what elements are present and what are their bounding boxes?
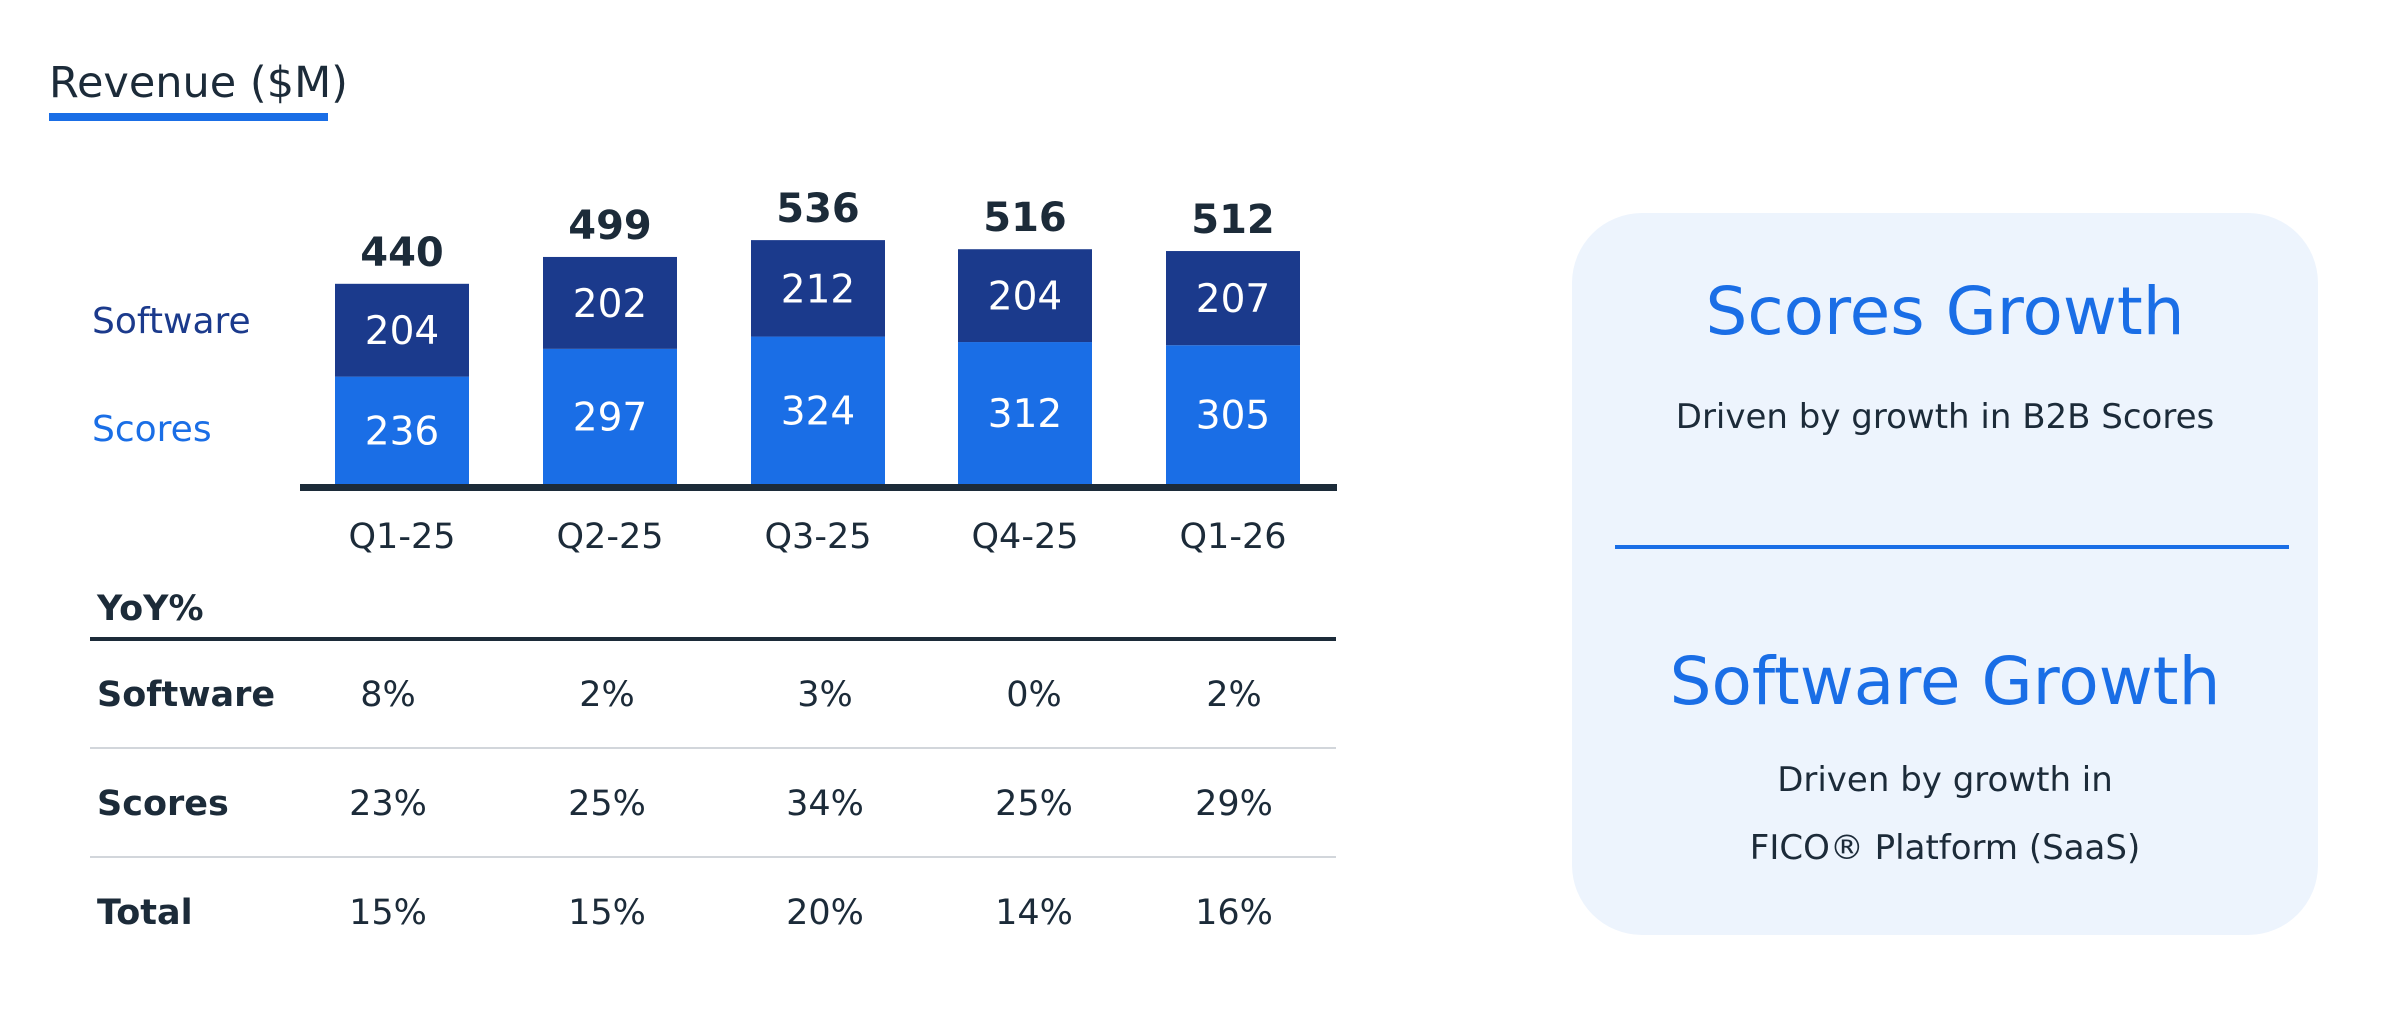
scores-growth-heading: Scores Growth (1705, 273, 2185, 350)
yoy-cell: 15% (568, 893, 646, 933)
bar-segment-software (335, 283, 469, 377)
yoy-cell: 8% (360, 675, 416, 715)
bar-segment-software (751, 240, 885, 337)
title-underline (49, 113, 328, 121)
total-value-label: 499 (568, 203, 652, 249)
x-axis-baseline (300, 484, 1337, 491)
yoy-row-divider (90, 747, 1336, 749)
segment-value-label: 204 (365, 309, 439, 354)
segment-value-label: 324 (781, 389, 855, 434)
total-value-label: 440 (360, 230, 444, 276)
yoy-row-label: Total (97, 893, 193, 933)
yoy-cell: 2% (1206, 675, 1262, 715)
yoy-cell: 29% (1195, 784, 1273, 824)
legend-scores: Scores (92, 409, 212, 450)
yoy-cell: 34% (786, 784, 864, 824)
yoy-row-label: Scores (97, 784, 229, 824)
bar-segment-scores (335, 376, 469, 484)
x-tick-label: Q2-25 (557, 517, 664, 557)
yoy-cell: 16% (1195, 893, 1273, 933)
yoy-header-rule (90, 637, 1336, 641)
segment-value-label: 297 (573, 395, 647, 440)
software-growth-text-line2: FICO® Platform (SaaS) (1749, 828, 2141, 868)
segment-value-label: 202 (573, 282, 647, 327)
yoy-cell: 0% (1006, 675, 1062, 715)
x-tick-label: Q1-26 (1180, 517, 1287, 557)
yoy-cell: 15% (349, 893, 427, 933)
panel-divider (1615, 545, 2289, 549)
total-value-label: 536 (776, 186, 860, 232)
yoy-header: YoY% (97, 589, 204, 629)
yoy-cell: 25% (995, 784, 1073, 824)
segment-value-label: 207 (1196, 277, 1270, 322)
segment-value-label: 212 (781, 267, 855, 312)
software-growth-heading: Software Growth (1669, 643, 2221, 720)
bar-segment-scores (958, 342, 1092, 484)
yoy-row: Software 8% 2% 3% 0% 2% (90, 641, 1336, 749)
scores-growth-text: Driven by growth in B2B Scores (1675, 397, 2215, 437)
bar-segment-scores (543, 348, 677, 484)
bar-segment-scores (751, 336, 885, 484)
yoy-cell: 25% (568, 784, 646, 824)
x-tick-label: Q3-25 (765, 517, 872, 557)
bar-segment-software (1166, 251, 1300, 346)
yoy-row: Total 15% 15% 20% 14% 16% (90, 859, 1336, 967)
yoy-cell: 23% (349, 784, 427, 824)
x-tick-label: Q1-25 (349, 517, 456, 557)
bar-segment-software (958, 249, 1092, 343)
yoy-row-divider (90, 856, 1336, 858)
legend-software: Software (92, 301, 251, 342)
segment-value-label: 236 (365, 409, 439, 454)
total-value-label: 512 (1191, 197, 1275, 243)
yoy-cell: 14% (995, 893, 1073, 933)
x-tick-label: Q4-25 (972, 517, 1079, 557)
yoy-cell: 3% (797, 675, 853, 715)
segment-value-label: 312 (988, 392, 1062, 437)
total-value-label: 516 (983, 195, 1067, 241)
yoy-row-label: Software (97, 675, 276, 715)
software-growth-text-line1: Driven by growth in (1777, 760, 2113, 800)
yoy-cell: 2% (579, 675, 635, 715)
bar-segment-scores (1166, 345, 1300, 484)
segment-value-label: 204 (988, 275, 1062, 320)
stacked-bar-chart: 236 204 440 Q1-25 297 202 499 Q2-25 324 212 536 Q3-… (300, 186, 1337, 557)
segment-value-label: 305 (1196, 394, 1270, 439)
yoy-cell: 20% (786, 893, 864, 933)
growth-panel: Scores Growth Driven by growth in B2B Sc… (1572, 213, 2318, 935)
yoy-row: Scores 23% 25% 34% 25% 29% (90, 750, 1336, 858)
bar-segment-software (543, 256, 677, 349)
chart-title: Revenue ($M) (49, 58, 348, 108)
